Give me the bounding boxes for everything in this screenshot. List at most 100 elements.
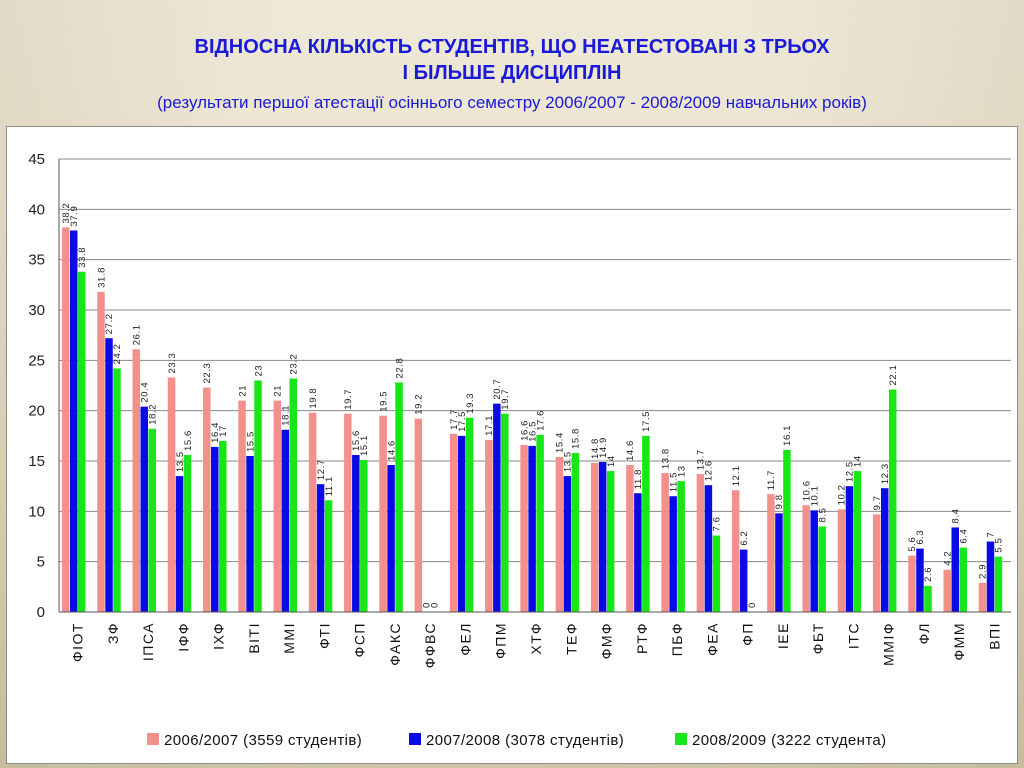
data-label: 12.3 [880,463,891,484]
bar-1 [167,377,176,612]
bar-2 [951,527,959,612]
bar-1 [203,387,211,612]
bar-1 [661,473,669,612]
data-label: 16.6 [519,420,530,441]
data-label: 11.5 [668,472,679,492]
data-label: 15.5 [245,431,256,452]
data-label: 0 [422,602,433,608]
bar-1 [485,439,493,612]
bar-3 [783,449,791,612]
bar-2 [739,549,748,612]
bar-2 [845,486,854,612]
legend-label-3: 2008/2009 (3222 студента) [692,732,887,749]
bar-3 [536,434,544,612]
data-label: 21 [237,385,248,397]
y-tick-label: 30 [28,302,45,319]
data-label: 10.6 [801,480,812,501]
x-tick-label: ВПІ [986,622,1002,650]
bar-2 [457,435,466,612]
data-label: 20.7 [492,379,503,400]
bar-1 [731,490,740,612]
bar-2 [352,454,360,612]
x-tick-label: ФТІ [316,622,332,649]
legend-swatch-2 [409,733,421,745]
data-label: 0 [747,602,758,608]
data-label: 22.1 [888,365,899,386]
data-label: 6.2 [739,531,750,546]
bar-1 [238,400,246,612]
data-label: 5.6 [907,537,918,552]
y-tick-label: 35 [28,252,45,269]
x-tick-label: ФБТ [810,622,826,654]
data-label: 2.9 [978,564,989,579]
bar-3 [254,380,262,612]
bar-3 [78,271,86,612]
x-tick-label: ФЛ [916,622,932,644]
data-label: 27.2 [104,313,115,334]
data-label: 26.1 [132,324,143,345]
bar-2 [140,406,149,612]
bar-3 [994,556,1003,612]
data-label: 17 [218,425,229,437]
x-tick-label: ІХФ [211,622,227,650]
data-label: 19.7 [343,389,354,410]
title-line-1: ВІДНОСНА КІЛЬКІСТЬ СТУДЕНТІВ, ЩО НЕАТЕСТ… [194,36,830,58]
data-label: 11.8 [633,469,644,489]
bar-2 [70,230,78,612]
bar-2 [880,488,889,612]
x-tick-label: ТЕФ [563,622,579,655]
data-label: 9.8 [774,494,785,509]
data-label: 13.8 [660,448,671,469]
legend-label-1: 2006/2007 (3559 студентів) [164,732,362,749]
bar-3 [465,417,474,612]
bar-3 [818,526,826,612]
data-label: 19.2 [414,394,425,415]
data-label: 10.2 [837,484,848,505]
bar-3 [853,471,862,612]
bar-1 [802,505,810,612]
data-label: 37.9 [69,206,80,227]
bar-2 [598,462,607,612]
data-label: 15.6 [183,430,194,451]
x-tick-label: ІЕЕ [775,622,791,649]
data-label: 2.6 [923,567,934,582]
x-tick-label: ММІ [281,622,297,654]
bar-3 [148,428,157,612]
x-tick-label: ПБФ [669,622,685,656]
bar-chart: 38.237.9 33.8 31.8 27.2 24.2 26.1 20.418.2 23.3… [28,151,1011,749]
bar-2 [563,476,572,612]
data-label: 14 [606,455,617,467]
x-tick-label: ФАКС [387,622,403,666]
x-tick-label: ФПМ [493,622,509,659]
data-label: 15.6 [351,430,362,451]
y-tick-label: 10 [28,503,45,520]
bar-2 [810,510,818,612]
legend-label-2: 2007/2008 (3078 студентів) [426,732,624,749]
x-tick-label: ФММ [951,622,967,660]
x-tick-label: ФФВС [422,622,438,668]
legend: 2006/2007 (3559 студентів) 2007/2008 (307… [147,732,887,749]
data-label: 17.5 [457,411,468,432]
bar-3 [924,585,932,612]
data-label: 15.8 [571,428,582,449]
x-tick-label: ФЕА [704,622,720,656]
data-label: 18.1 [281,405,292,426]
x-tick-label: ІТС [845,622,861,649]
bar-1 [344,413,352,612]
data-label: 17.7 [449,409,460,430]
data-label: 16.5 [527,421,538,442]
data-label: 33.8 [77,247,88,268]
bar-3 [360,459,368,612]
data-label: 31.8 [96,267,107,288]
legend-swatch-3 [675,733,687,745]
data-labels-layer: 38.237.9 33.8 31.8 27.2 24.2 26.1 20.418.2 23.3… [61,203,1005,608]
data-label: 12.1 [731,465,742,486]
x-tick-label: ФП [740,622,756,646]
bar-3 [324,500,333,612]
data-label: 16.4 [210,422,221,443]
x-tick-label: ФСП [352,622,368,657]
x-tick-label: РТФ [634,622,650,654]
data-label: 24.2 [112,343,123,364]
data-label: 18.2 [148,404,159,425]
page-title: ВІДНОСНА КІЛЬКІСТЬ СТУДЕНТІВ, ЩО НЕАТЕСТ… [0,34,1024,86]
